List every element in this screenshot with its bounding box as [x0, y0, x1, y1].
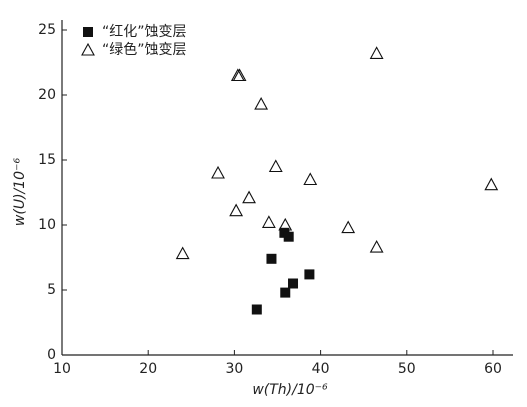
triangle-point [242, 190, 256, 204]
x-tick-label: 60 [484, 361, 502, 377]
square-point [283, 231, 294, 242]
triangle-point [229, 203, 244, 217]
y-tick-label: 15 [38, 152, 56, 168]
y-tick-label: 0 [47, 347, 56, 363]
x-tick-label: 50 [398, 361, 416, 377]
y-tick-label: 20 [38, 87, 56, 103]
square-point [304, 269, 315, 280]
x-axis-label: w(Th)/10⁻⁶ [252, 382, 328, 398]
triangle-point [369, 239, 384, 253]
y-axis-label: w(U)/10⁻⁶ [12, 158, 28, 227]
triangle-point [484, 177, 499, 191]
triangle-point [278, 217, 293, 231]
square-point [280, 287, 291, 298]
triangle-point [232, 68, 247, 82]
x-tick-label: 20 [139, 361, 157, 377]
x-tick-label: 40 [312, 361, 330, 377]
legend-label: “红化”蚀变层 [102, 24, 187, 40]
triangle-point [175, 246, 190, 260]
x-tick-label: 30 [225, 361, 243, 377]
legend-label: “绿色”蚀变层 [102, 41, 187, 58]
triangle-point [369, 46, 384, 59]
y-tick-label: 5 [47, 282, 56, 298]
square-point [266, 253, 277, 264]
y-tick-label: 25 [38, 22, 56, 38]
x-tick-label: 10 [53, 361, 71, 377]
triangle-point [303, 172, 318, 186]
y-tick-label: 10 [38, 217, 56, 233]
triangle-point [341, 220, 356, 234]
triangle-point [268, 159, 283, 173]
triangle-point [211, 165, 225, 179]
legend-marker [83, 27, 93, 37]
triangle-point [261, 215, 276, 228]
square-point [251, 304, 262, 315]
triangle-point [254, 96, 269, 110]
legend-marker [81, 42, 95, 56]
square-point [288, 278, 299, 289]
